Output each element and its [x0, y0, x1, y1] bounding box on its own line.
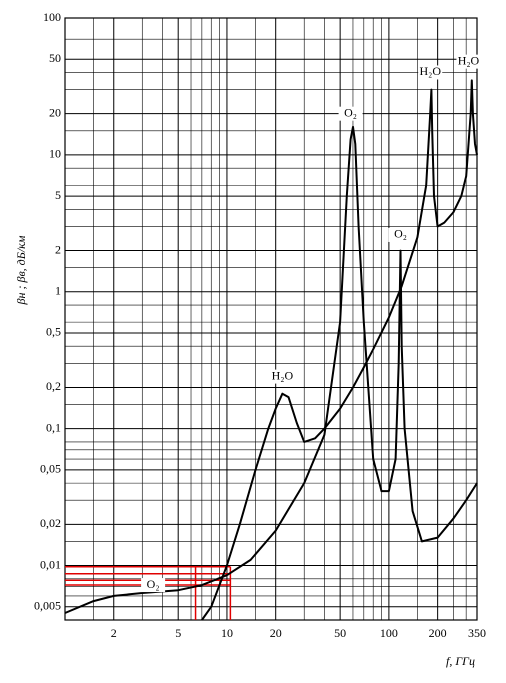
annotation-bg: [270, 369, 295, 384]
y-tick-label: 0,5: [46, 325, 61, 339]
x-tick-label: 350: [468, 626, 486, 640]
y-tick-label: 100: [43, 10, 61, 24]
y-tick-label: 0,02: [40, 516, 61, 530]
y-tick-label: 1: [55, 284, 61, 298]
y-tick-label: 5: [55, 188, 61, 202]
x-tick-label: 100: [380, 626, 398, 640]
annotation-bg: [338, 106, 363, 121]
annotation-bg: [141, 578, 166, 593]
y-tick-label: 0,05: [40, 462, 61, 476]
y-tick-label: 0,1: [46, 420, 61, 434]
y-tick-label: 0,2: [46, 379, 61, 393]
x-tick-label: 50: [334, 626, 346, 640]
annotation: O₂: [147, 577, 160, 591]
y-tick-label: 50: [49, 51, 61, 65]
y-tick-label: 10: [49, 147, 61, 161]
x-tick-label: 2: [111, 626, 117, 640]
y-tick-label: 2: [55, 242, 61, 256]
x-tick-label: 5: [175, 626, 181, 640]
annotation: H₂O: [419, 64, 441, 78]
annotation: H₂O: [458, 53, 480, 67]
annotation-bg: [388, 227, 413, 242]
annotation-bg: [418, 65, 443, 80]
curve: [201, 79, 478, 621]
annotation: O₂: [344, 105, 357, 119]
plot-frame: [64, 17, 478, 621]
x-tick-label: 20: [270, 626, 282, 640]
y-tick-label: 0,01: [40, 557, 61, 571]
curve: [64, 125, 478, 614]
y-tick-label: 0,005: [34, 598, 61, 612]
x-axis-label: f, ГГц: [446, 654, 475, 668]
annotation: O₂: [394, 227, 407, 241]
annotation-bg: [456, 54, 481, 69]
x-tick-label: 200: [429, 626, 447, 640]
x-tick-label: 10: [221, 626, 233, 640]
y-tick-label: 20: [49, 105, 61, 119]
y-axis-label: βн ; βв, дБ/км: [14, 235, 28, 305]
annotation: H₂O: [272, 368, 294, 382]
